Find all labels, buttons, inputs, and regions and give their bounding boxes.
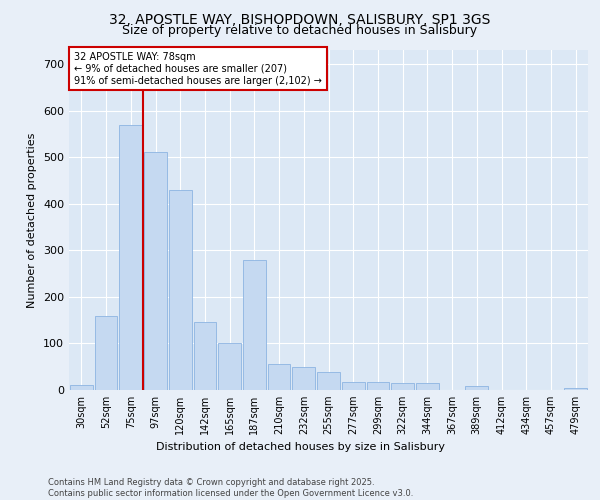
Bar	[317, 372, 340, 390]
Bar	[466, 386, 488, 390]
Bar	[367, 382, 389, 390]
Bar	[70, 386, 93, 390]
Bar	[292, 366, 315, 390]
Bar	[119, 124, 142, 390]
Bar	[342, 382, 365, 390]
Text: Size of property relative to detached houses in Salisbury: Size of property relative to detached ho…	[122, 24, 478, 37]
Bar	[218, 344, 241, 390]
Bar	[391, 384, 414, 390]
Text: Contains HM Land Registry data © Crown copyright and database right 2025.
Contai: Contains HM Land Registry data © Crown c…	[48, 478, 413, 498]
Bar	[194, 322, 216, 390]
Bar	[95, 316, 118, 390]
Bar	[416, 384, 439, 390]
Y-axis label: Number of detached properties: Number of detached properties	[28, 132, 37, 308]
Text: Distribution of detached houses by size in Salisbury: Distribution of detached houses by size …	[155, 442, 445, 452]
Bar	[243, 260, 266, 390]
Bar	[169, 190, 191, 390]
Bar	[564, 388, 587, 390]
Text: 32, APOSTLE WAY, BISHOPDOWN, SALISBURY, SP1 3GS: 32, APOSTLE WAY, BISHOPDOWN, SALISBURY, …	[109, 12, 491, 26]
Bar	[144, 152, 167, 390]
Text: 32 APOSTLE WAY: 78sqm
← 9% of detached houses are smaller (207)
91% of semi-deta: 32 APOSTLE WAY: 78sqm ← 9% of detached h…	[74, 52, 322, 86]
Bar	[268, 364, 290, 390]
